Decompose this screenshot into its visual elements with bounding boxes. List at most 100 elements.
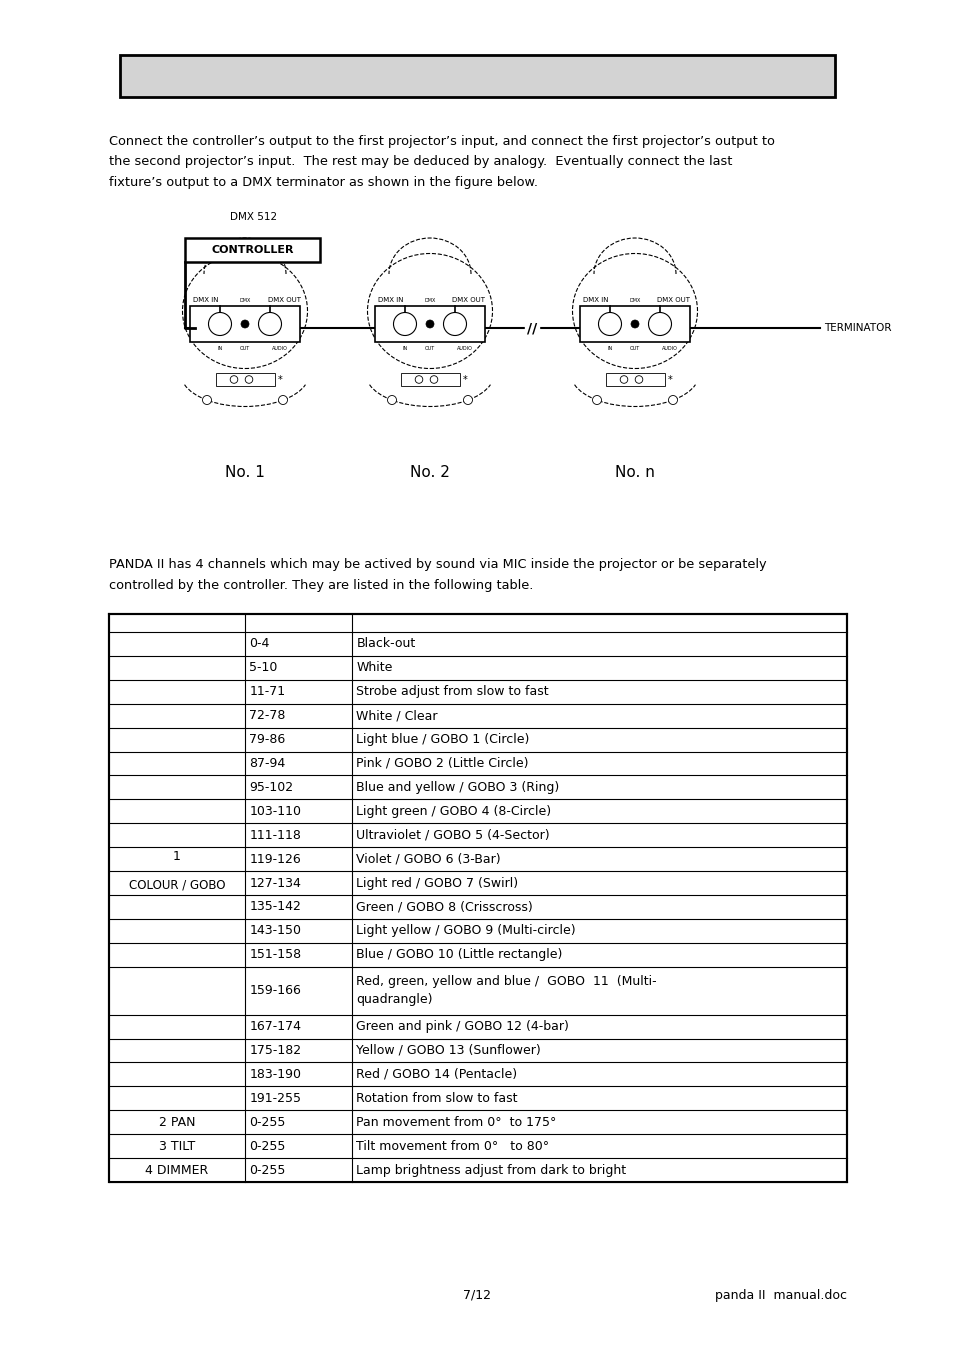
Text: Black-out: Black-out	[356, 638, 416, 650]
Text: AUDIO: AUDIO	[272, 346, 288, 351]
Text: 0-4: 0-4	[249, 638, 270, 650]
Circle shape	[209, 312, 232, 335]
Text: 2 PAN: 2 PAN	[158, 1116, 195, 1128]
Text: 7/12: 7/12	[462, 1289, 491, 1301]
Circle shape	[278, 396, 287, 404]
Bar	[109, 613, 846, 1182]
Circle shape	[635, 376, 642, 384]
Text: AUDIO: AUDIO	[661, 346, 678, 351]
Text: 183-190: 183-190	[249, 1067, 301, 1081]
Text: DMX IN: DMX IN	[582, 297, 608, 303]
Text: controlled by the controller. They are listed in the following table.: controlled by the controller. They are l…	[109, 578, 533, 592]
Text: 87-94: 87-94	[249, 757, 285, 770]
Circle shape	[415, 376, 422, 384]
Bar	[400, 373, 459, 386]
Text: Light blue / GOBO 1 (Circle): Light blue / GOBO 1 (Circle)	[356, 734, 529, 746]
Text: *: *	[667, 374, 672, 385]
Text: No. 1: No. 1	[225, 465, 265, 480]
Text: DMX OUT: DMX OUT	[267, 297, 300, 303]
Circle shape	[648, 312, 671, 335]
Circle shape	[443, 312, 466, 335]
Text: Green and pink / GOBO 12 (4-bar): Green and pink / GOBO 12 (4-bar)	[356, 1020, 569, 1034]
Circle shape	[630, 320, 639, 328]
Bar	[375, 305, 484, 342]
Text: Light green / GOBO 4 (8-Circle): Light green / GOBO 4 (8-Circle)	[356, 805, 551, 817]
Ellipse shape	[367, 254, 492, 369]
Text: PANDA II has 4 channels which may be actived by sound via MIC inside the project: PANDA II has 4 channels which may be act…	[109, 558, 766, 571]
Text: Light yellow / GOBO 9 (Multi-circle): Light yellow / GOBO 9 (Multi-circle)	[356, 924, 576, 938]
Text: IN: IN	[217, 346, 222, 351]
Text: Light red / GOBO 7 (Swirl): Light red / GOBO 7 (Swirl)	[356, 877, 518, 889]
Text: DMX 512: DMX 512	[230, 212, 276, 222]
Text: DMX OUT: DMX OUT	[452, 297, 485, 303]
Text: No. 2: No. 2	[410, 465, 450, 480]
Text: panda II  manual.doc: panda II manual.doc	[715, 1289, 846, 1301]
Bar	[605, 373, 664, 386]
Text: 79-86: 79-86	[249, 734, 285, 746]
Text: DMX IN: DMX IN	[193, 297, 218, 303]
Bar	[190, 305, 299, 342]
Text: Ultraviolet / GOBO 5 (4-Sector): Ultraviolet / GOBO 5 (4-Sector)	[356, 828, 550, 842]
Text: DMX: DMX	[629, 299, 640, 303]
Circle shape	[230, 376, 237, 384]
Circle shape	[592, 396, 601, 404]
Bar	[185, 238, 319, 262]
Circle shape	[463, 396, 472, 404]
Text: Lamp brightness adjust from dark to bright: Lamp brightness adjust from dark to brig…	[356, 1163, 626, 1177]
Text: White: White	[356, 661, 393, 674]
Text: COLOUR / GOBO: COLOUR / GOBO	[129, 880, 225, 892]
Circle shape	[241, 320, 249, 328]
Text: AUDIO: AUDIO	[456, 346, 473, 351]
Circle shape	[258, 312, 281, 335]
Text: //: //	[526, 322, 537, 335]
Text: Pan movement from 0°  to 175°: Pan movement from 0° to 175°	[356, 1116, 557, 1128]
Ellipse shape	[572, 254, 697, 369]
Text: DMX OUT: DMX OUT	[657, 297, 690, 303]
Text: Violet / GOBO 6 (3-Bar): Violet / GOBO 6 (3-Bar)	[356, 852, 500, 866]
Ellipse shape	[182, 254, 307, 369]
Text: DMX: DMX	[239, 299, 251, 303]
Text: Green / GOBO 8 (Crisscross): Green / GOBO 8 (Crisscross)	[356, 901, 533, 913]
Text: *: *	[277, 374, 282, 385]
Text: 135-142: 135-142	[249, 901, 301, 913]
Text: 175-182: 175-182	[249, 1044, 301, 1056]
Text: 0-255: 0-255	[249, 1116, 286, 1128]
Text: fixture’s output to a DMX terminator as shown in the figure below.: fixture’s output to a DMX terminator as …	[109, 176, 537, 189]
Text: No. n: No. n	[615, 465, 655, 480]
Circle shape	[202, 396, 212, 404]
Text: Tilt movement from 0°   to 80°: Tilt movement from 0° to 80°	[356, 1140, 549, 1152]
Text: Pink / GOBO 2 (Little Circle): Pink / GOBO 2 (Little Circle)	[356, 757, 528, 770]
Circle shape	[430, 376, 437, 384]
Text: *: *	[462, 374, 467, 385]
Bar	[120, 55, 834, 97]
Text: 167-174: 167-174	[249, 1020, 301, 1034]
Text: CONTROLLER: CONTROLLER	[211, 245, 294, 255]
Text: IN: IN	[607, 346, 612, 351]
Text: 11-71: 11-71	[249, 685, 285, 698]
Text: Red / GOBO 14 (Pentacle): Red / GOBO 14 (Pentacle)	[356, 1067, 517, 1081]
Text: 4 DIMMER: 4 DIMMER	[145, 1163, 209, 1177]
Circle shape	[668, 396, 677, 404]
Text: 119-126: 119-126	[249, 852, 301, 866]
Text: 0-255: 0-255	[249, 1163, 286, 1177]
Text: 0-255: 0-255	[249, 1140, 286, 1152]
Text: 95-102: 95-102	[249, 781, 294, 794]
Circle shape	[598, 312, 620, 335]
Text: IN: IN	[402, 346, 407, 351]
Text: DMX IN: DMX IN	[377, 297, 403, 303]
Text: 191-255: 191-255	[249, 1092, 301, 1105]
Text: 111-118: 111-118	[249, 828, 301, 842]
Text: Yellow / GOBO 13 (Sunflower): Yellow / GOBO 13 (Sunflower)	[356, 1044, 540, 1056]
Text: 3 TILT: 3 TILT	[159, 1140, 195, 1152]
Text: 127-134: 127-134	[249, 877, 301, 889]
Text: Blue and yellow / GOBO 3 (Ring): Blue and yellow / GOBO 3 (Ring)	[356, 781, 559, 794]
Text: DMX: DMX	[424, 299, 436, 303]
Text: Rotation from slow to fast: Rotation from slow to fast	[356, 1092, 517, 1105]
Bar	[215, 373, 274, 386]
Text: TERMINATOR: TERMINATOR	[823, 323, 890, 332]
Bar	[579, 305, 689, 342]
Text: the second projector’s input.  The rest may be deduced by analogy.  Eventually c: the second projector’s input. The rest m…	[109, 155, 732, 169]
Text: 143-150: 143-150	[249, 924, 301, 938]
Circle shape	[426, 320, 434, 328]
Text: 151-158: 151-158	[249, 948, 301, 962]
